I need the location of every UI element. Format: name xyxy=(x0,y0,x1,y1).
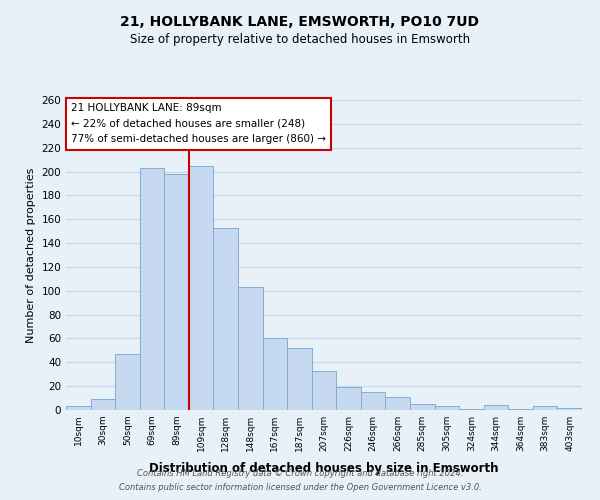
X-axis label: Distribution of detached houses by size in Emsworth: Distribution of detached houses by size … xyxy=(149,462,499,475)
Text: Size of property relative to detached houses in Emsworth: Size of property relative to detached ho… xyxy=(130,32,470,46)
Bar xyxy=(189,166,214,410)
Text: Contains public sector information licensed under the Open Government Licence v3: Contains public sector information licen… xyxy=(119,484,481,492)
Bar xyxy=(533,406,557,410)
Bar xyxy=(115,354,140,410)
Bar xyxy=(484,405,508,410)
Bar xyxy=(164,174,189,410)
Bar xyxy=(214,228,238,410)
Text: 21, HOLLYBANK LANE, EMSWORTH, PO10 7UD: 21, HOLLYBANK LANE, EMSWORTH, PO10 7UD xyxy=(121,15,479,29)
Bar xyxy=(434,406,459,410)
Bar xyxy=(361,392,385,410)
Bar xyxy=(508,409,533,410)
Bar xyxy=(263,338,287,410)
Y-axis label: Number of detached properties: Number of detached properties xyxy=(26,168,36,342)
Text: 21 HOLLYBANK LANE: 89sqm
← 22% of detached houses are smaller (248)
77% of semi-: 21 HOLLYBANK LANE: 89sqm ← 22% of detach… xyxy=(71,103,326,144)
Bar xyxy=(140,168,164,410)
Bar xyxy=(312,370,336,410)
Bar xyxy=(385,397,410,410)
Bar xyxy=(238,287,263,410)
Bar xyxy=(410,404,434,410)
Bar xyxy=(336,388,361,410)
Bar xyxy=(66,406,91,410)
Text: Contains HM Land Registry data © Crown copyright and database right 2024.: Contains HM Land Registry data © Crown c… xyxy=(137,468,463,477)
Bar xyxy=(459,409,484,410)
Bar xyxy=(557,408,582,410)
Bar xyxy=(91,400,115,410)
Bar xyxy=(287,348,312,410)
